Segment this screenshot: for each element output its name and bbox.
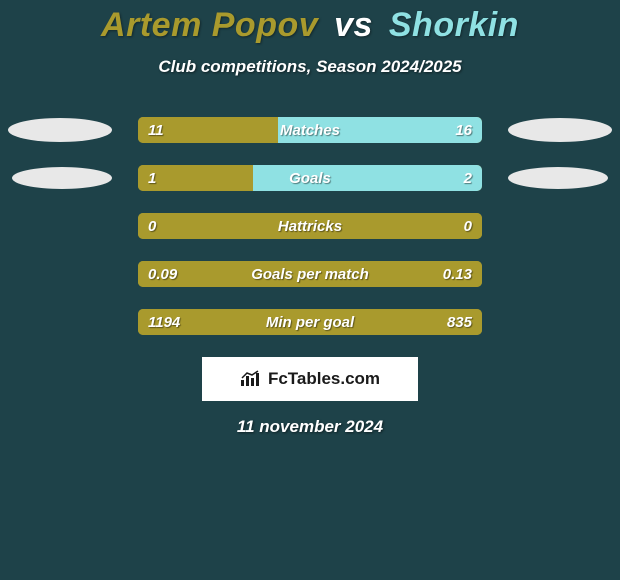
player1-portrait <box>12 167 112 189</box>
stat-bar-left <box>138 213 482 239</box>
vs-text: vs <box>334 6 373 44</box>
stat-row: 1116Matches <box>0 117 620 143</box>
stat-row: 12Goals <box>0 165 620 191</box>
player2-portrait <box>508 167 608 189</box>
stat-bar: 1116Matches <box>138 117 482 143</box>
page-title: Artem Popov vs Shorkin <box>0 6 620 45</box>
stat-bar: 12Goals <box>138 165 482 191</box>
player2-name: Shorkin <box>389 6 519 44</box>
stat-value-right: 0 <box>464 213 472 239</box>
stat-bar: 0.090.13Goals per match <box>138 261 482 287</box>
stat-value-right: 835 <box>447 309 472 335</box>
stat-value-left: 0.09 <box>148 261 177 287</box>
stat-bar-left <box>138 309 482 335</box>
player1-name: Artem Popov <box>101 6 318 44</box>
stat-bar: 1194835Min per goal <box>138 309 482 335</box>
subtitle: Club competitions, Season 2024/2025 <box>0 57 620 77</box>
stat-row: 0.090.13Goals per match <box>0 261 620 287</box>
stat-value-right: 16 <box>455 117 472 143</box>
stat-value-left: 0 <box>148 213 156 239</box>
stat-row: 1194835Min per goal <box>0 309 620 335</box>
stat-value-left: 11 <box>148 117 164 143</box>
stat-bar-right <box>278 117 482 143</box>
stat-value-left: 1 <box>148 165 156 191</box>
date-text: 11 november 2024 <box>0 417 620 437</box>
player1-portrait <box>8 118 112 142</box>
branding-badge: FcTables.com <box>202 357 418 401</box>
stat-bar-right <box>253 165 482 191</box>
stat-value-right: 2 <box>464 165 472 191</box>
player2-portrait <box>508 118 612 142</box>
branding-text: FcTables.com <box>268 369 380 389</box>
stat-row: 00Hattricks <box>0 213 620 239</box>
stat-bar-left <box>138 261 482 287</box>
comparison-card: Artem Popov vs Shorkin Club competitions… <box>0 0 620 437</box>
stat-bar: 00Hattricks <box>138 213 482 239</box>
chart-icon <box>240 370 262 388</box>
stat-value-left: 1194 <box>148 309 180 335</box>
stat-value-right: 0.13 <box>443 261 472 287</box>
stats-list: 1116Matches12Goals00Hattricks0.090.13Goa… <box>0 117 620 335</box>
